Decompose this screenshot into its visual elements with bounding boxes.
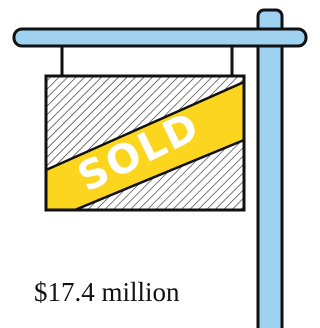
sign: SOLD xyxy=(46,76,244,212)
joint xyxy=(260,31,281,45)
sold-sign-illustration: SOLD $17.4 million xyxy=(0,0,315,328)
post xyxy=(258,10,282,328)
caption: $17.4 million xyxy=(34,277,180,307)
page: {"sign": {"label": "SOLD"}, "caption": "… xyxy=(0,0,320,328)
